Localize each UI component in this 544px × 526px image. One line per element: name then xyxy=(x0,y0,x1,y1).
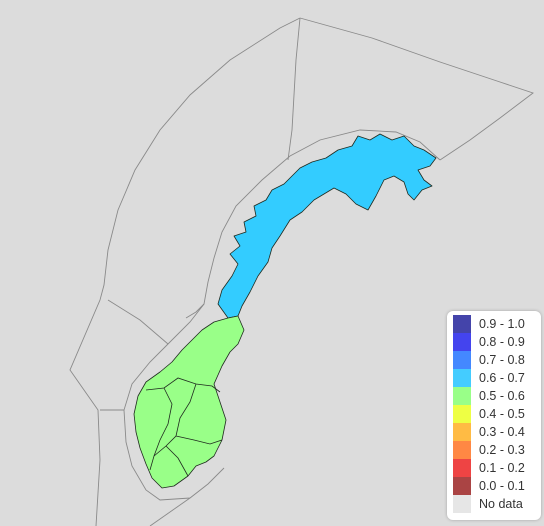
district-borders xyxy=(145,377,223,477)
legend-swatch xyxy=(453,369,471,387)
legend-item: 0.0 - 0.1 xyxy=(447,477,541,495)
zone-divider-south xyxy=(107,299,169,345)
legend-label: 0.0 - 0.1 xyxy=(479,479,525,493)
legend-swatch xyxy=(453,333,471,351)
legend-item: 0.9 - 1.0 xyxy=(447,315,541,333)
map-legend: 0.9 - 1.0 0.8 - 0.9 0.7 - 0.8 0.6 - 0.7 0.5 … xyxy=(447,311,541,520)
zone-divider-north xyxy=(287,17,301,161)
outer-boundary-line xyxy=(299,17,534,161)
legend-label: 0.3 - 0.4 xyxy=(479,425,525,439)
legend-label: 0.7 - 0.8 xyxy=(479,353,525,367)
region-south[interactable] xyxy=(133,315,245,489)
legend-item: 0.2 - 0.3 xyxy=(447,441,541,459)
legend-label: 0.9 - 1.0 xyxy=(479,317,525,331)
zone-divider-mid xyxy=(185,303,205,319)
legend-item: 0.3 - 0.4 xyxy=(447,423,541,441)
legend-item: 0.6 - 0.7 xyxy=(447,369,541,387)
legend-item: No data xyxy=(447,495,541,513)
legend-label: 0.6 - 0.7 xyxy=(479,371,525,385)
legend-swatch xyxy=(453,387,471,405)
legend-swatch xyxy=(453,315,471,333)
coastal-zone-line xyxy=(123,129,441,501)
legend-swatch xyxy=(453,441,471,459)
legend-item: 0.4 - 0.5 xyxy=(447,405,541,423)
legend-label: 0.2 - 0.3 xyxy=(479,443,525,457)
region-north[interactable] xyxy=(217,133,437,319)
zone-divider-se xyxy=(149,497,191,526)
legend-label: 0.4 - 0.5 xyxy=(479,407,525,421)
legend-label: 0.8 - 0.9 xyxy=(479,335,525,349)
maritime-boundaries xyxy=(69,17,534,526)
legend-label: 0.5 - 0.6 xyxy=(479,389,525,403)
legend-item: 0.7 - 0.8 xyxy=(447,351,541,369)
legend-swatch xyxy=(453,351,471,369)
legend-swatch xyxy=(453,423,471,441)
legend-swatch xyxy=(453,459,471,477)
legend-swatch xyxy=(453,405,471,423)
legend-swatch xyxy=(453,477,471,495)
outer-boundary-line-west xyxy=(69,17,301,526)
legend-label: 0.1 - 0.2 xyxy=(479,461,525,475)
legend-item: 0.1 - 0.2 xyxy=(447,459,541,477)
legend-label: No data xyxy=(479,497,523,511)
legend-swatch xyxy=(453,495,471,513)
legend-item: 0.8 - 0.9 xyxy=(447,333,541,351)
legend-item: 0.5 - 0.6 xyxy=(447,387,541,405)
